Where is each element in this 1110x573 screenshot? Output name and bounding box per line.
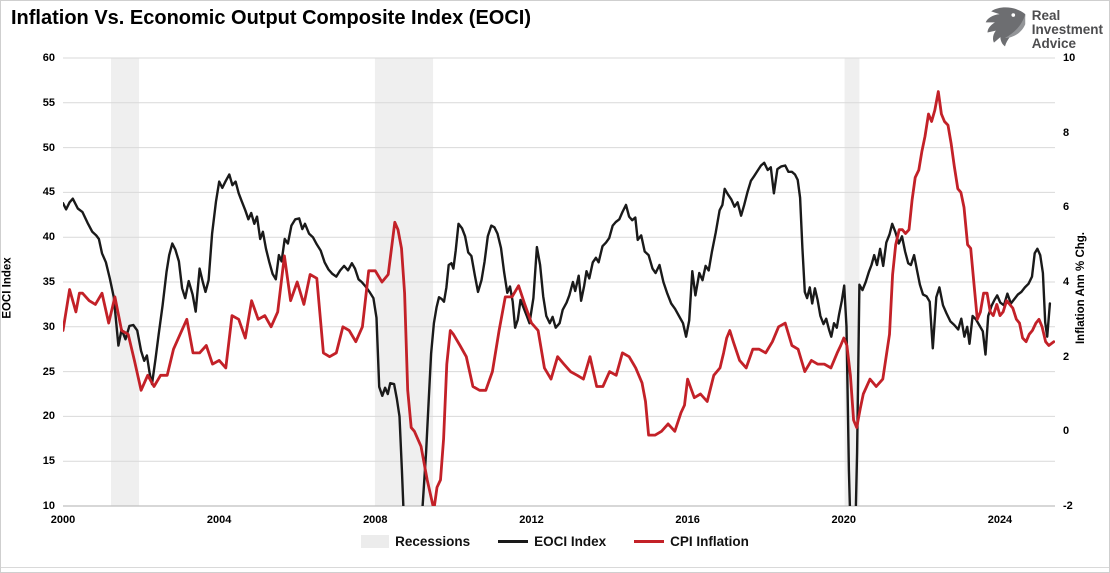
right-axis-tick: 10 [1063,52,1076,64]
bottom-divider [1,567,1109,568]
x-axis-tick: 2012 [519,514,544,526]
eagle-logo-icon [982,4,1028,55]
x-axis-tick: 2024 [987,514,1013,526]
brand-logo-text: Real Investment Advice [1031,7,1103,51]
series-cpi-inflation [63,90,1055,506]
right-axis-tick: -2 [1063,500,1073,512]
page-title: Inflation Vs. Economic Output Composite … [11,7,532,29]
x-axis-tick: 2000 [50,514,76,526]
legend-label: EOCI Index [534,534,607,549]
right-axis-tick: 4 [1063,276,1070,288]
left-axis-tick: 30 [42,320,55,333]
right-axis-title: Inflation Ann % Chg. [1074,231,1087,345]
legend-item-eoci-index: EOCI Index [498,534,606,549]
left-axis-tick: 60 [42,52,55,64]
left-axis-tick: 40 [42,231,55,244]
left-axis-tick: 35 [42,276,55,288]
left-axis-tick: 45 [42,186,55,199]
x-axis-tick: 2016 [675,514,700,526]
chart-canvas [63,57,1055,507]
brand-line-1: Real [1031,7,1061,23]
legend-label: CPI Inflation [670,534,749,549]
right-axis-tick: 6 [1063,201,1070,214]
x-axis-tick: 2004 [206,514,232,526]
left-axis-tick: 10 [42,500,55,512]
brand-line-3: Advice [1031,35,1076,51]
series-eoci-index [63,161,1052,506]
left-axis-tick: 55 [42,96,55,109]
left-axis-tick: 50 [42,141,55,154]
x-axis-tick: 2020 [831,514,857,526]
right-axis-tick: 8 [1063,126,1070,139]
chart-legend: Recessions EOCI Index CPI Inflation [1,534,1109,549]
brand-logo: Real Investment Advice [982,4,1103,55]
brand-line-2: Investment [1031,21,1103,37]
legend-item-cpi-inflation: CPI Inflation [634,534,749,549]
legend-band-swatch [361,535,390,548]
legend-line-swatch [634,539,665,544]
right-axis-tick: 0 [1063,425,1070,438]
legend-label: Recessions [395,534,471,549]
left-axis-tick: 15 [42,455,55,468]
plot-area [1,1,1109,541]
legend-item-recessions: Recessions [361,534,470,549]
left-axis-tick: 25 [42,365,55,378]
legend-line-swatch [498,539,529,544]
x-axis-tick: 2008 [363,514,388,526]
right-axis-tick: 2 [1063,350,1070,363]
left-axis-tick: 20 [42,410,55,423]
left-axis-title: EOCI Index [1,257,14,319]
